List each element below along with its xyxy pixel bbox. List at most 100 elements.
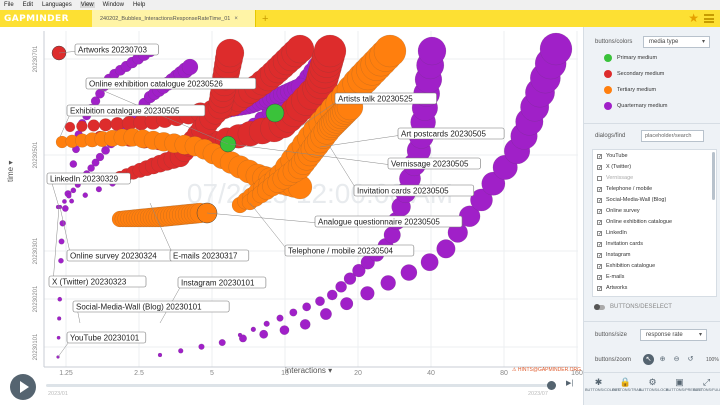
list-item[interactable]: ✓ YouTube [597,153,628,159]
bubble-label: Analogue questionnaire 20230505 [318,218,440,227]
menu-file[interactable]: File [4,2,14,8]
hamburger-menu-icon[interactable] [704,14,714,23]
zoom-reset-icon[interactable]: ↺ [687,356,694,363]
list-item-label: LinkedIn [606,230,627,236]
bubble-trail-twitter [59,220,66,227]
step-forward-icon[interactable]: ▶| [566,380,574,387]
bubble-trail-linkedin [66,193,72,199]
bottom-tab-buttons-present[interactable]: ▣ BUTTONS/PRESENT [666,377,703,392]
bubble-trail-instagram [198,343,205,350]
checkbox[interactable]: ✓ [597,208,603,215]
list-item[interactable]: ✓ Online survey [597,208,640,214]
legend-item[interactable]: Quarternary medium [604,102,667,110]
menu-help[interactable]: Help [132,2,146,8]
bubble-label-box [334,92,437,105]
menu-window[interactable]: Window [102,2,124,8]
pointer-icon[interactable]: ↖ [643,354,654,365]
list-item[interactable]: ✓ Exhibition catalogue [597,263,655,269]
checkbox[interactable] [597,175,602,181]
legend-item[interactable]: Secondary medium [604,70,664,78]
list-item[interactable]: ✓ LinkedIn [597,230,627,236]
checkbox[interactable]: ✓ [597,285,603,292]
bottom-tab-buttons-full[interactable]: ⤢ BUTTONS/FULL [693,377,720,392]
list-item[interactable]: ✓ X (Twitter) [597,164,631,170]
color-select[interactable]: media type ▾ [643,36,710,48]
bubble-label: X (Twitter) 20230323 [52,278,127,287]
list-item-label: YouTube [606,153,628,159]
add-tab-icon[interactable]: + [262,12,269,25]
play-button[interactable] [10,374,36,400]
list-item-label: Online survey [606,208,640,214]
menu-view[interactable]: View [79,2,95,8]
bubble-label: Artists talk 20230525 [338,95,413,104]
y-axis-label[interactable]: time ▾ [6,160,15,182]
legend-item[interactable]: Primary medium [604,54,657,62]
bubble-trail-instagram [470,188,493,212]
bubble-label-box [177,276,267,289]
search-input[interactable]: placeholder/search [641,130,704,142]
list-item[interactable]: ✓ Social-Media-Wall (Blog) [597,197,666,203]
deselect-toggle[interactable] [594,303,605,310]
list-item[interactable]: ✓ E-mails [597,274,624,280]
checkbox[interactable]: ✓ [597,230,603,237]
tab-close-icon[interactable]: × [234,15,238,22]
bubble-primary-2 [265,103,285,123]
x-tick-label: 10 [281,370,289,377]
size-select-value: response rate [646,332,683,338]
list-item[interactable]: ✓ Instagram [597,252,630,258]
checkbox[interactable]: ✓ [597,186,603,193]
bottom-tab-buttons-trail[interactable]: 🔒 BUTTONS/TRAIL [612,377,642,392]
y-tick-label: 20230501 [33,141,39,168]
label-leader-line [299,99,340,128]
checkbox[interactable]: ✓ [597,241,603,248]
tab-icon: ▣ [675,377,684,387]
bubble-trail-artworks [76,120,88,132]
hints-link[interactable]: ⚠ HINTS@GAPMINDER.ORG [512,367,582,373]
size-select[interactable]: response rate ▾ [640,329,707,341]
deselect-button[interactable]: BUTTONS/DESELECT [594,303,672,310]
list-item[interactable]: ✓ Artworks [597,285,627,291]
zoom-title: buttons/zoom [595,357,632,363]
checkbox[interactable]: ✓ [597,274,603,281]
legend-dot [604,54,612,62]
bottom-tab-buttons-lock[interactable]: ⚙ BUTTONS/LOCK [639,377,668,392]
list-item[interactable]: ✓ Online exhibition catalogue [597,219,672,225]
checkbox[interactable]: ✓ [597,219,603,226]
divider [584,321,720,322]
checkbox[interactable]: ✓ [597,197,603,204]
list-item[interactable]: ✓ Invitation cards [597,241,643,247]
legend-item[interactable]: Tertiary medium [604,86,656,94]
bubble-trail-instagram [340,297,354,311]
timeline-handle[interactable] [546,381,556,390]
checkbox[interactable]: ✓ [597,263,603,270]
label-leader-line [59,206,72,258]
bubble-trail-instagram [299,319,311,330]
menu-edit[interactable]: Edit [22,2,34,8]
gapminder-logo[interactable]: GAPMINDER [4,13,69,24]
x-axis-label[interactable]: interactions ▾ [285,366,333,375]
bubble-label: Online exhibition catalogue 20230526 [89,80,223,89]
menu-languages[interactable]: Languages [42,2,72,8]
zoom-in-icon[interactable]: ⊕ [659,356,666,363]
document-tab[interactable]: 240202_Bubbles_InteractionsResponseRateT… [92,10,256,27]
legend-label: Tertiary medium [617,87,657,93]
timeline-track[interactable] [46,384,556,387]
tab-label: 240202_Bubbles_InteractionsResponseRateT… [100,15,231,22]
checkbox[interactable]: ✓ [597,164,603,171]
bubble-trail-instagram [178,348,184,354]
bubble-label: Vernissage 20230505 [391,160,469,169]
bubble-label-box [387,157,481,170]
tab-label: BUTTONS/TRAIL [612,388,642,392]
checkbox[interactable]: ✓ [597,153,603,160]
star-icon[interactable]: ★ [688,11,699,25]
list-item[interactable]: ✓ Telephone / mobile [597,186,652,192]
list-item-label: X (Twitter) [606,164,632,170]
list-scrollbar[interactable] [712,152,715,200]
bubble-trail-twitter [56,316,62,321]
checkbox[interactable]: ✓ [597,252,603,259]
list-item[interactable]: Vernissage [597,175,633,181]
bubble-label-box [314,215,463,228]
bubble-trail-online-catalogue [69,198,75,204]
bottom-tab-buttons-colors[interactable]: ✱ BUTTONS/COLORS [585,377,620,392]
zoom-out-icon[interactable]: ⊖ [673,356,680,363]
